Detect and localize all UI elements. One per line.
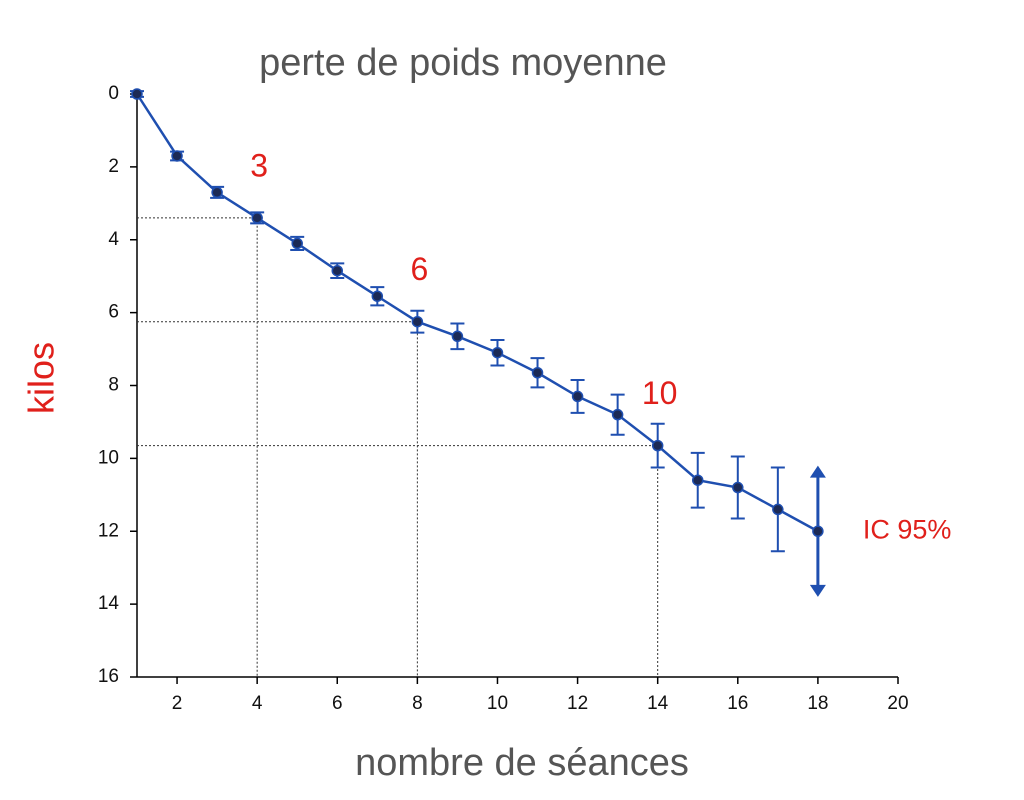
data-point	[491, 346, 504, 359]
data-point	[651, 439, 664, 452]
data-point	[732, 481, 744, 494]
data-point	[331, 264, 344, 277]
data-point	[571, 390, 584, 403]
guide-line	[137, 445, 659, 677]
y-tick-label: 10	[98, 447, 119, 468]
data-point	[131, 88, 143, 100]
x-tick-label: 20	[887, 693, 908, 714]
x-tick-label: 16	[727, 693, 748, 714]
chart-title: perte de poids moyenne	[259, 42, 667, 84]
y-tick-label: 0	[108, 83, 119, 104]
guide-label: 10	[642, 375, 678, 411]
y-tick-label: 4	[108, 229, 119, 250]
data-point	[691, 474, 704, 486]
data-point	[211, 186, 223, 199]
x-tick-label: 6	[332, 693, 343, 714]
y-tick-label: 16	[98, 666, 119, 687]
y-axis-label: kilos	[21, 342, 62, 414]
data-point	[171, 150, 183, 162]
data-point	[451, 330, 464, 343]
data-point	[772, 503, 784, 516]
ci-arrowhead	[809, 465, 826, 478]
guide-label: 3	[250, 147, 268, 183]
series-line	[135, 93, 819, 533]
y-tick-label: 8	[108, 375, 119, 396]
x-tick-label: 8	[412, 693, 423, 714]
x-tick-label: 4	[252, 693, 263, 714]
data-point	[812, 525, 824, 537]
guide-line	[137, 321, 418, 677]
data-point	[531, 366, 544, 379]
ci-arrowhead	[809, 584, 826, 597]
x-axis-label: nombre de séances	[355, 742, 689, 784]
x-tick-label: 2	[172, 693, 183, 714]
guide-line	[137, 217, 258, 677]
x-tick-label: 10	[487, 693, 508, 714]
x-tick-label: 14	[647, 693, 669, 714]
y-tick-label: 2	[108, 156, 119, 177]
data-point	[371, 290, 384, 302]
x-tick-label: 12	[567, 693, 588, 714]
data-point	[291, 237, 303, 250]
y-tick-label: 12	[98, 520, 119, 541]
y-tick-label: 6	[108, 302, 119, 323]
data-point	[611, 408, 624, 421]
guide-label: 6	[410, 251, 428, 287]
y-tick-label: 14	[98, 593, 120, 614]
ci-label: IC 95%	[863, 514, 952, 544]
data-point	[251, 212, 263, 224]
data-point	[411, 315, 424, 328]
x-tick-label: 18	[807, 693, 828, 714]
